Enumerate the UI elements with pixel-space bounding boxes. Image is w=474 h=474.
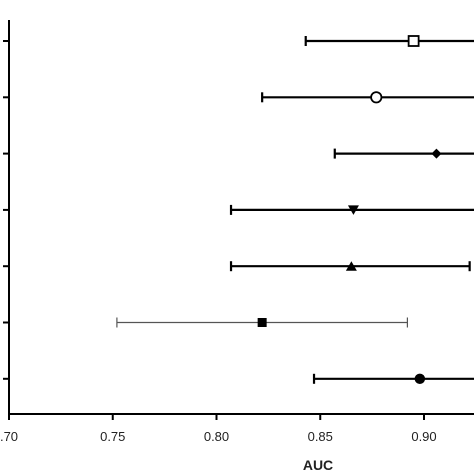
x-axis-title: AUC <box>303 457 333 473</box>
x-tick-label: 0.80 <box>204 429 229 444</box>
forest-row <box>229 204 474 215</box>
forest-row <box>229 261 471 272</box>
x-tick-label: .70 <box>0 429 18 444</box>
forest-row <box>312 373 474 384</box>
point-marker-open-circle <box>370 91 383 104</box>
forest-row <box>116 317 408 328</box>
x-axis-ticks: .70 0.75 0.80 0.85 0.90 <box>0 414 437 444</box>
point-marker-triangle-up <box>345 261 357 271</box>
forest-rows <box>116 35 474 384</box>
point-marker-circle <box>414 373 426 384</box>
x-tick-label: 0.90 <box>411 429 436 444</box>
x-tick-label: 0.75 <box>100 429 125 444</box>
point-marker-diamond <box>431 148 442 159</box>
point-marker-open-square <box>407 35 420 47</box>
point-marker-triangle-down <box>347 205 359 215</box>
y-axis-ticks <box>3 40 9 380</box>
forest-row <box>261 91 474 104</box>
forest-row <box>333 148 474 159</box>
x-tick-label: 0.85 <box>308 429 333 444</box>
point-marker-square <box>257 318 267 327</box>
forest-row <box>304 35 474 47</box>
